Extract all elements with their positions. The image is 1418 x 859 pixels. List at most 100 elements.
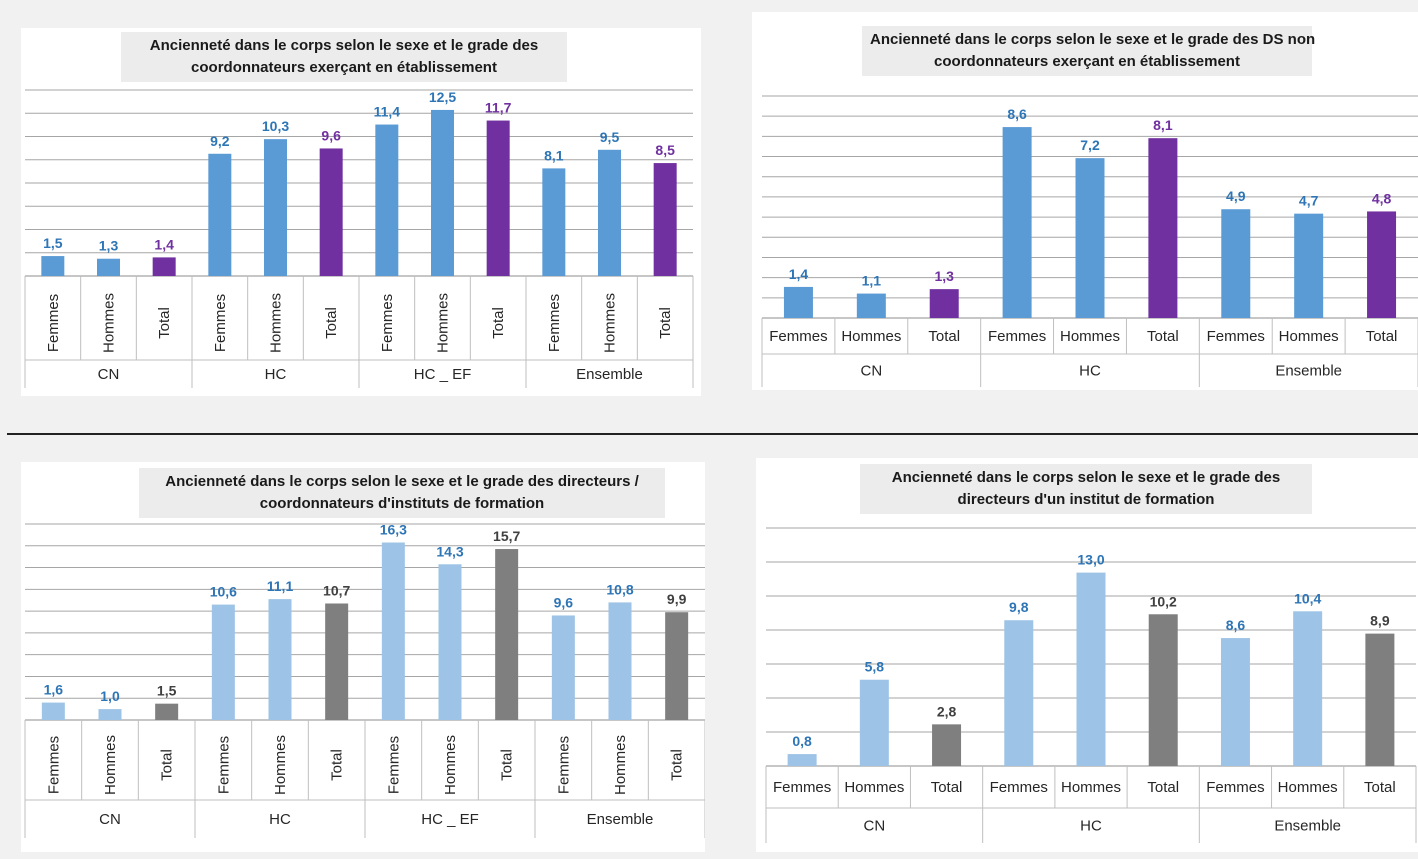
category-label: Femmes: [769, 328, 827, 345]
chart-title-line-1: Ancienneté dans le corps selon le sexe e…: [165, 473, 639, 490]
chart-title-line-2: coordonnateurs exerçant en établissement: [934, 53, 1240, 70]
category-label: Hommes: [602, 293, 619, 353]
category-label: Hommes: [1060, 328, 1120, 345]
category-label: Hommes: [101, 293, 118, 353]
data-label: 15,7: [493, 528, 520, 544]
bar-hcef-total: [495, 549, 519, 720]
data-label: 4,8: [1372, 190, 1392, 206]
bar-hc-femmes: [1002, 127, 1032, 318]
data-label: 5,8: [865, 659, 885, 675]
bar-hcef-total: [486, 120, 510, 276]
data-label: 1,1: [862, 273, 882, 289]
bar-cn-hommes: [98, 709, 122, 720]
group-label: CN: [98, 366, 120, 383]
data-label: 1,4: [789, 266, 809, 282]
category-label: Total: [329, 749, 346, 781]
chart-title-line-1: Ancienneté dans le corps selon le sexe e…: [891, 469, 1281, 486]
bar-hc-total: [1148, 138, 1178, 318]
category-label: Total: [490, 307, 507, 339]
category-label: Femmes: [1207, 328, 1265, 345]
category-label: Femmes: [1206, 779, 1264, 796]
bar-cn-total: [152, 257, 176, 276]
group-label: HC _ EF: [421, 811, 479, 828]
bar-ensemble-femmes: [1221, 209, 1251, 318]
bar-cn-total: [932, 724, 962, 766]
data-label: 9,9: [667, 591, 687, 607]
category-label: Hommes: [1061, 779, 1121, 796]
data-label: 1,0: [100, 688, 120, 704]
group-label: Ensemble: [587, 811, 654, 828]
section-divider: [7, 433, 1418, 435]
group-label: HC: [265, 366, 287, 383]
bar-hcef-hommes: [431, 109, 454, 276]
category-label: Femmes: [988, 328, 1046, 345]
bar-ensemble-total: [1367, 211, 1397, 318]
bar-ensemble-femmes: [542, 168, 566, 276]
bar-ensemble-total: [653, 163, 677, 276]
bar-ensemble-femmes: [551, 615, 575, 720]
data-label: 4,7: [1299, 193, 1319, 209]
bar-cn-femmes: [783, 286, 813, 318]
category-label: Femmes: [45, 736, 62, 794]
category-label: Hommes: [442, 735, 459, 795]
bar-cn-total: [929, 289, 959, 318]
category-label: Hommes: [841, 328, 901, 345]
bar-ensemble-hommes: [1294, 213, 1324, 318]
category-label: Total: [928, 328, 960, 345]
group-label: CN: [860, 363, 882, 380]
bar-hc-femmes: [1004, 620, 1034, 766]
bar-ensemble-total: [665, 612, 689, 720]
category-label: Hommes: [435, 293, 452, 353]
category-label: Total: [931, 779, 963, 796]
category-label: Femmes: [555, 736, 572, 794]
category-label: Total: [156, 307, 173, 339]
bar-cn-total: [155, 703, 179, 720]
category-label: Femmes: [990, 779, 1048, 796]
data-label: 10,3: [262, 118, 289, 134]
data-label: 0,8: [792, 733, 812, 749]
data-label: 10,7: [323, 582, 350, 598]
bar-hc-hommes: [264, 139, 287, 276]
chart-title: Ancienneté dans le corps selon le sexe e…: [139, 468, 665, 518]
category-label: Total: [323, 307, 340, 339]
bar-hc-total: [1148, 614, 1178, 766]
bar-cn-hommes: [856, 293, 886, 318]
bar-hc-hommes: [1076, 572, 1106, 766]
bar-hc-femmes: [208, 153, 232, 276]
category-label: Hommes: [102, 735, 119, 795]
bar-hc-hommes: [1075, 158, 1105, 318]
data-label: 9,2: [210, 133, 230, 149]
category-label: Total: [1147, 779, 1179, 796]
bar-hcef-hommes: [438, 564, 462, 720]
bar-chart: CN 0,8 Femmes 5,8 Hommes 2,8 Total HC 9,8 Femmes 1…: [765, 527, 1417, 843]
group-label: CN: [863, 818, 885, 835]
data-label: 10,4: [1294, 590, 1321, 606]
chart-title: Ancienneté dans le corps selon le sexe e…: [862, 26, 1316, 76]
chart-title-line-1: Ancienneté dans le corps selon le sexe e…: [870, 31, 1316, 48]
data-label: 8,6: [1226, 617, 1246, 633]
group-label: HC: [1079, 363, 1101, 380]
category-label: Total: [499, 749, 516, 781]
category-label: Femmes: [385, 736, 402, 794]
data-label: 10,2: [1150, 593, 1177, 609]
bar-chart: CN 1,6 Femmes 1,0 Hommes 1,5 Total HC 10,6 Femmes…: [24, 522, 705, 838]
data-label: 9,6: [554, 594, 574, 610]
chart-title-line-2: directeurs d'un institut de formation: [957, 491, 1215, 508]
bar-cn-femmes: [787, 754, 817, 766]
group-label: Ensemble: [1274, 818, 1341, 835]
bar-ensemble-hommes: [1293, 611, 1323, 766]
data-label: 1,3: [99, 238, 119, 254]
category-label: Total: [669, 749, 686, 781]
data-label: 16,3: [380, 522, 407, 538]
data-label: 8,9: [1370, 613, 1390, 629]
data-label: 10,8: [606, 581, 633, 597]
category-label: Total: [657, 307, 674, 339]
bar-ensemble-hommes: [608, 602, 632, 720]
bar-ensemble-femmes: [1220, 638, 1250, 766]
group-label: HC: [1080, 818, 1102, 835]
chart-title: Ancienneté dans le corps selon le sexe e…: [121, 32, 567, 82]
bar-cn-femmes: [41, 702, 65, 720]
chart-panel-2: Ancienneté dans le corps selon le sexe e…: [752, 12, 1418, 390]
category-label: Hommes: [1278, 779, 1338, 796]
data-label: 9,5: [600, 129, 620, 145]
